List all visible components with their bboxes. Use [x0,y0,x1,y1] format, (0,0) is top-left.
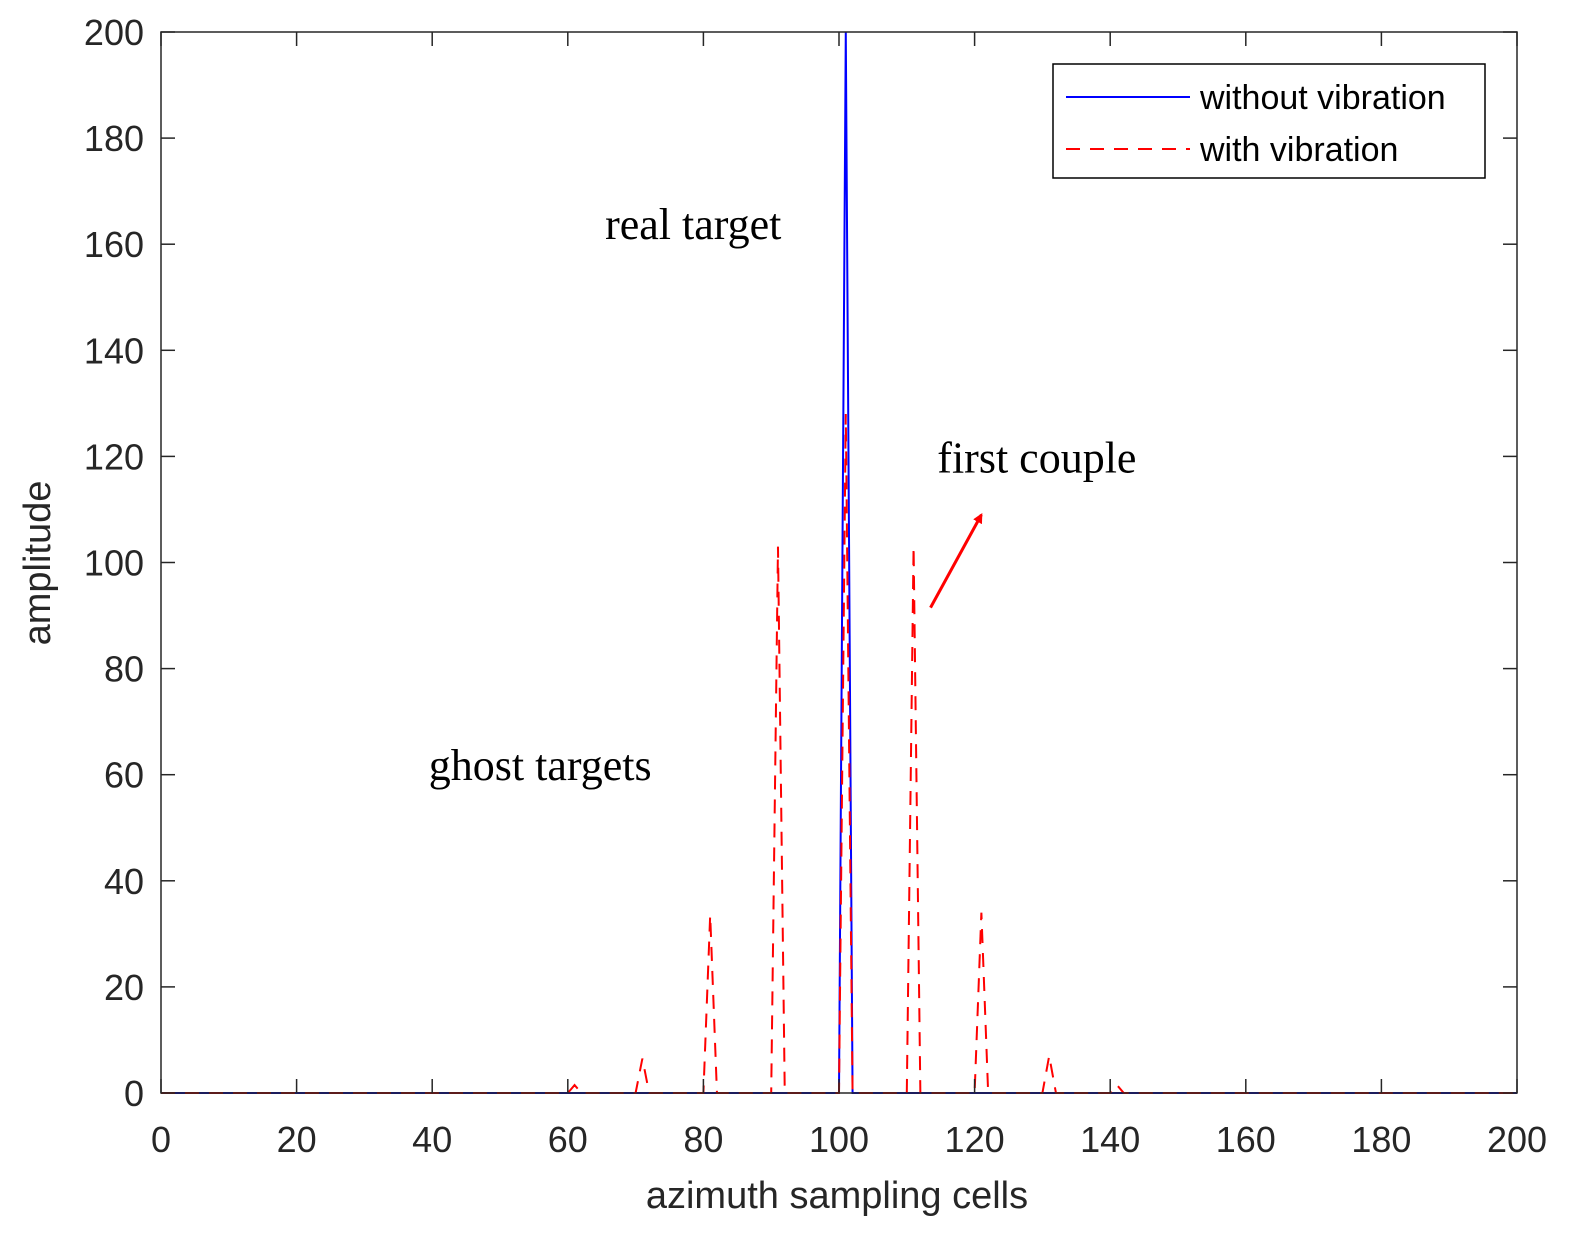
x-tick-label: 160 [1216,1119,1276,1160]
x-tick-label: 20 [277,1119,317,1160]
annotation-arrow [929,513,983,609]
plot-area-frame [160,31,1518,1094]
series-layer [161,31,1517,1094]
y-tick-label: 200 [84,12,144,53]
x-tick-label: 200 [1487,1119,1547,1160]
legend-box [1052,63,1486,179]
x-tick-label: 0 [151,1119,171,1160]
legend-label-without-vibration: without vibration [1199,79,1446,117]
y-tick-label: 40 [104,861,144,902]
annotation-ghost-targets: ghost targets [429,741,652,790]
y-tick-label: 120 [84,436,144,477]
y-axis-label: amplitude [17,481,59,646]
y-tick-label: 180 [84,118,144,159]
axes-layer: 0 20 40 60 80 100 120 140 160 180 200 0 20 40 60 80 100 1… [84,12,1547,1160]
x-tick-label: 180 [1351,1119,1411,1160]
y-tick-label: 0 [124,1073,144,1114]
series-line-with-vibration [161,413,1517,1094]
x-tick-label: 60 [548,1119,588,1160]
x-tick-label: 140 [1080,1119,1140,1160]
x-axis-label: azimuth sampling cells [646,1175,1028,1217]
y-tick-label: 80 [104,649,144,690]
x-tick-label: 80 [683,1119,723,1160]
y-tick-label: 20 [104,967,144,1008]
y-tick-label: 100 [84,543,144,584]
legend: without vibration with vibration [1052,63,1486,179]
x-tick-label: 100 [809,1119,869,1160]
x-tick-label: 120 [945,1119,1005,1160]
annotation-layer: real target first couple ghost targets [429,200,1137,790]
legend-label-with-vibration: with vibration [1199,131,1398,169]
annotation-real-target: real target [605,200,781,249]
x-tick-label: 40 [412,1119,452,1160]
y-tick-label: 160 [84,224,144,265]
annotation-first-couple: first couple [937,433,1136,482]
y-tick-label: 60 [104,755,144,796]
y-tick-label: 140 [84,330,144,371]
series-line-without-vibration [161,31,1517,1094]
